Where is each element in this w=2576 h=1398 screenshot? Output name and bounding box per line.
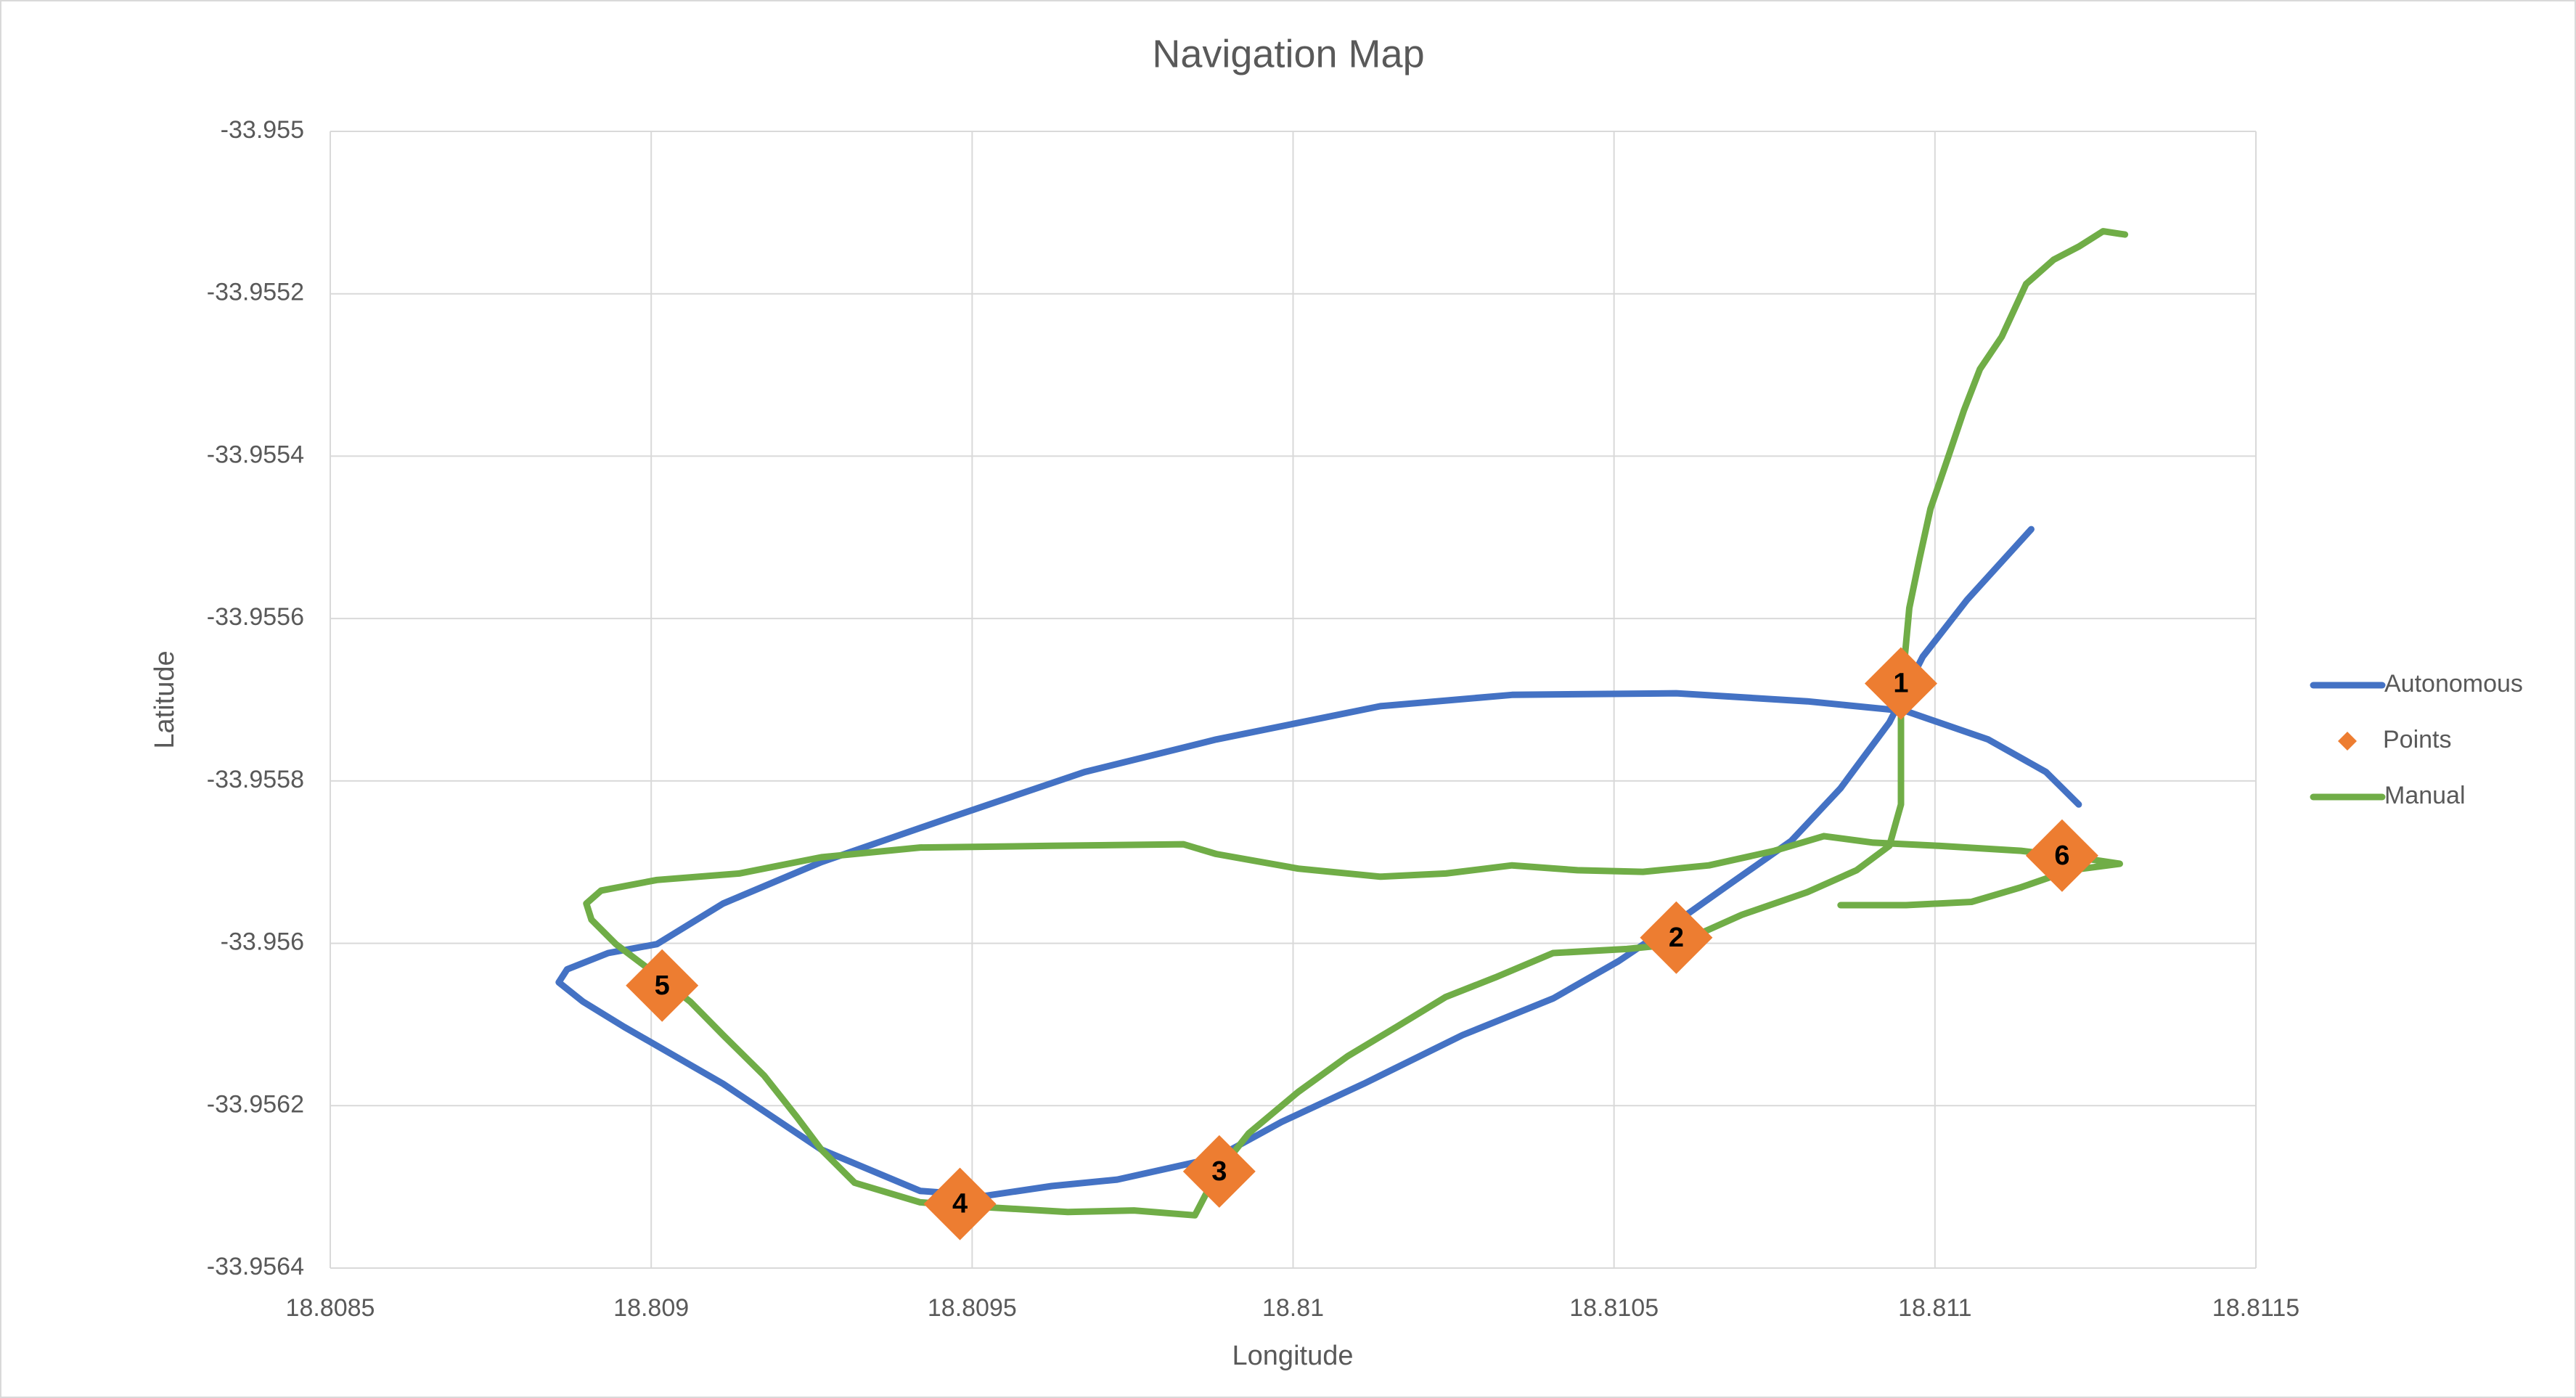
x-tick-label: 18.81	[1262, 1294, 1324, 1322]
point-marker	[1182, 1135, 1256, 1208]
data-label: 2	[1669, 923, 1684, 953]
series-line	[555, 526, 2082, 1199]
x-tick-label: 18.811	[1898, 1294, 1971, 1322]
x-tick-label: 18.8095	[928, 1294, 1017, 1322]
legend-label: Autonomous	[2384, 670, 2523, 698]
point-marker	[2025, 819, 2098, 892]
data-label: 4	[952, 1189, 968, 1219]
x-tick-label: 18.8085	[286, 1294, 375, 1322]
data-label: 6	[2054, 841, 2069, 871]
y-tick-label: -33.9552	[207, 279, 304, 306]
y-tick-label: -33.9558	[207, 766, 304, 793]
x-tick-label: 18.8105	[1569, 1294, 1659, 1322]
y-axis-title: Latitude	[150, 650, 180, 748]
y-tick-label: -33.9556	[207, 603, 304, 631]
series-line	[583, 228, 2129, 1219]
y-tick-label: -33.9564	[207, 1253, 304, 1280]
point-marker	[923, 1167, 997, 1240]
x-tick-label: 18.8115	[2212, 1294, 2299, 1322]
point-marker	[626, 949, 699, 1022]
y-tick-label: -33.9562	[207, 1090, 304, 1118]
y-tick-label: -33.9554	[207, 441, 304, 468]
data-label: 5	[655, 970, 670, 1001]
x-tick-label: 18.809	[613, 1294, 689, 1322]
data-label: 3	[1211, 1156, 1227, 1187]
legend-label: Points	[2383, 726, 2452, 753]
data-label: 1	[1893, 669, 1908, 699]
point-marker	[1864, 647, 1937, 720]
y-tick-label: -33.955	[221, 116, 304, 144]
y-tick-label: -33.956	[221, 928, 304, 956]
legend-label: Manual	[2384, 782, 2466, 809]
x-axis-title: Longitude	[1232, 1341, 1354, 1371]
legend-swatch	[2338, 732, 2357, 751]
point-marker	[1640, 901, 1713, 974]
chart-title: Navigation Map	[1152, 32, 1424, 75]
